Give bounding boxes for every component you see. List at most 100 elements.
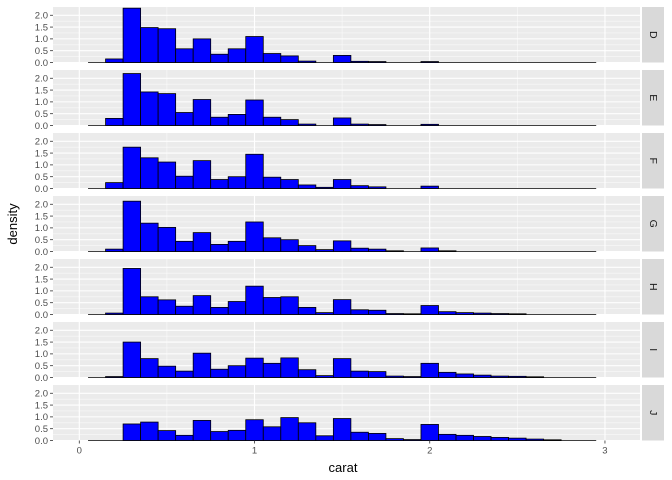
histogram-bar bbox=[332, 358, 352, 378]
histogram-bar bbox=[105, 376, 124, 378]
y-tick-label: 0.0 bbox=[35, 373, 48, 384]
histogram-bar bbox=[105, 182, 124, 189]
histogram-bar bbox=[385, 250, 404, 252]
histogram-bar bbox=[175, 175, 194, 189]
histogram-bar bbox=[385, 375, 404, 378]
histogram-bar bbox=[455, 373, 474, 378]
y-tick-label: 0.5 bbox=[35, 424, 48, 435]
histogram-bar bbox=[245, 99, 264, 126]
histogram-bar bbox=[210, 53, 229, 63]
histogram-bar bbox=[105, 58, 124, 63]
histogram-bar bbox=[210, 179, 229, 189]
facet-panels: 0.00.51.01.52.0D0.00.51.01.52.0E0.00.51.… bbox=[35, 7, 664, 447]
histogram-bar bbox=[490, 437, 509, 441]
facet-panel-i: 0.00.51.01.52.0 I bbox=[35, 322, 664, 384]
histogram-bar bbox=[297, 245, 317, 252]
y-tick-label: 1.0 bbox=[35, 34, 48, 45]
facet-strip-label: F bbox=[647, 158, 659, 164]
histogram-bar bbox=[420, 123, 439, 126]
histogram-bar bbox=[368, 124, 387, 126]
histogram-bar bbox=[385, 438, 404, 441]
histogram-bar bbox=[525, 376, 545, 378]
y-tick-label: 1.5 bbox=[35, 22, 48, 33]
histogram-bar bbox=[403, 376, 422, 378]
histogram-bar bbox=[157, 161, 177, 189]
histogram-bar bbox=[105, 118, 124, 126]
histogram-bar bbox=[525, 438, 545, 441]
histogram-bar bbox=[140, 222, 159, 252]
facet-panel-g: 0.00.51.01.52.0 G bbox=[35, 196, 664, 258]
x-axis: 0 1 2 3 bbox=[77, 440, 608, 457]
x-axis-title: carat bbox=[329, 460, 358, 475]
histogram-bar bbox=[245, 36, 264, 63]
histogram-bar bbox=[157, 93, 177, 126]
histogram-bar bbox=[350, 247, 369, 252]
facet-panel-e: 0.00.51.01.52.0 E bbox=[35, 70, 664, 132]
histogram-bar bbox=[280, 296, 299, 315]
histogram-bar bbox=[473, 312, 492, 315]
histogram-bar bbox=[350, 123, 369, 126]
histogram-bar bbox=[192, 295, 212, 315]
histogram-bar bbox=[122, 423, 142, 441]
histogram-bar bbox=[438, 311, 457, 315]
y-tick-label: 1.5 bbox=[35, 85, 48, 96]
histogram-bar bbox=[262, 426, 282, 441]
y-tick-label: 0.5 bbox=[35, 46, 48, 57]
histogram-bar bbox=[280, 55, 299, 63]
histogram-bar bbox=[368, 186, 387, 189]
y-tick-label: 1.5 bbox=[35, 274, 48, 285]
y-tick-label: 1.5 bbox=[35, 400, 48, 411]
histogram-bar bbox=[192, 420, 212, 441]
facet-strip-label: G bbox=[647, 220, 659, 228]
histogram-bar bbox=[210, 431, 229, 441]
histogram-bar bbox=[280, 179, 299, 189]
histogram-bar bbox=[455, 312, 474, 315]
histogram-bar bbox=[245, 285, 264, 315]
y-tick-label: 0.5 bbox=[35, 361, 48, 372]
histogram-bar bbox=[122, 146, 142, 189]
y-tick-label: 0.0 bbox=[35, 247, 48, 258]
histogram-bar bbox=[280, 239, 299, 252]
histogram-bar bbox=[210, 368, 229, 378]
histogram-bar bbox=[175, 370, 194, 378]
histogram-bar bbox=[315, 435, 334, 441]
histogram-bar bbox=[332, 179, 352, 189]
histogram-bar bbox=[297, 123, 317, 126]
histogram-bar bbox=[140, 27, 159, 63]
y-tick-label: 0.5 bbox=[35, 172, 48, 183]
histogram-bar bbox=[210, 307, 229, 315]
histogram-bar bbox=[227, 114, 247, 126]
histogram-bar bbox=[490, 375, 509, 378]
facet-strip bbox=[642, 322, 664, 378]
histogram-bar bbox=[157, 227, 177, 252]
histogram-bar bbox=[297, 307, 317, 315]
y-tick-label: 1.0 bbox=[35, 286, 48, 297]
histogram-bar bbox=[245, 221, 264, 252]
histogram-bar bbox=[140, 91, 159, 126]
x-tick-label: 3 bbox=[602, 446, 607, 457]
histogram-bar bbox=[368, 61, 387, 63]
histogram-bar bbox=[262, 116, 282, 126]
histogram-bar bbox=[420, 247, 439, 252]
y-tick-label: 0.0 bbox=[35, 436, 48, 447]
histogram-bar bbox=[227, 301, 247, 315]
y-tick-label: 1.0 bbox=[35, 160, 48, 171]
histogram-bar bbox=[297, 184, 317, 189]
y-tick-label: 1.5 bbox=[35, 211, 48, 222]
histogram-bar bbox=[192, 352, 212, 378]
histogram-bar bbox=[175, 112, 194, 126]
histogram-bar bbox=[122, 268, 142, 315]
facet-panel-h: 0.00.51.01.52.0 H bbox=[35, 259, 664, 321]
histogram-bar bbox=[227, 365, 247, 378]
facet-strip bbox=[642, 7, 664, 63]
y-tick-label: 1.5 bbox=[35, 148, 48, 159]
histogram-bar bbox=[403, 439, 422, 441]
histogram-bar bbox=[332, 418, 352, 441]
y-tick-label: 0.5 bbox=[35, 235, 48, 246]
x-tick-label: 0 bbox=[77, 446, 82, 457]
histogram-bar bbox=[245, 153, 264, 189]
y-tick-label: 1.5 bbox=[35, 337, 48, 348]
histogram-bar bbox=[140, 421, 159, 441]
y-tick-label: 2.0 bbox=[35, 389, 48, 400]
y-tick-label: 2.0 bbox=[35, 11, 48, 22]
